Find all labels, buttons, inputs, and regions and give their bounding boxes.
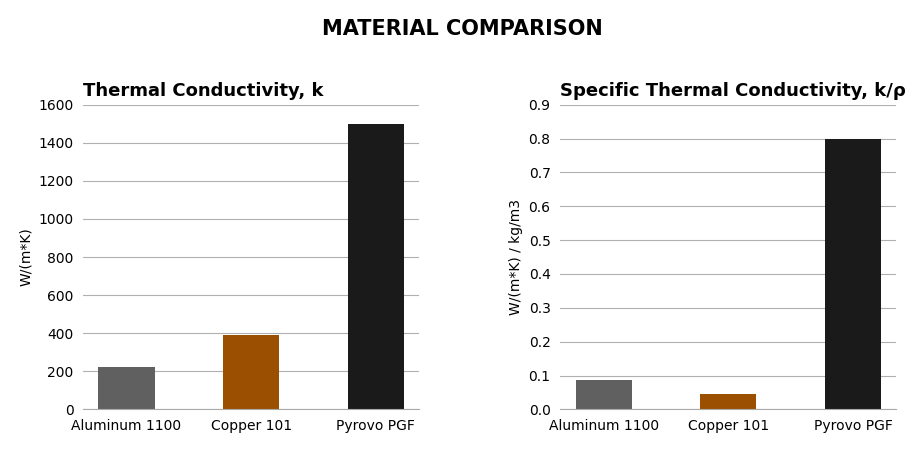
Bar (223, 336, 279, 409)
Bar (825, 139, 881, 409)
Bar (347, 124, 404, 409)
Y-axis label: W/(m*K): W/(m*K) (18, 228, 32, 287)
Y-axis label: W/(m*K) / kg/m3: W/(m*K) / kg/m3 (509, 199, 523, 315)
Bar (576, 379, 632, 409)
Bar (700, 394, 757, 409)
Text: MATERIAL COMPARISON: MATERIAL COMPARISON (322, 19, 602, 39)
Text: Specific Thermal Conductivity, k/ρ: Specific Thermal Conductivity, k/ρ (560, 82, 906, 100)
Text: Thermal Conductivity, k: Thermal Conductivity, k (83, 82, 323, 100)
Bar (99, 367, 154, 409)
